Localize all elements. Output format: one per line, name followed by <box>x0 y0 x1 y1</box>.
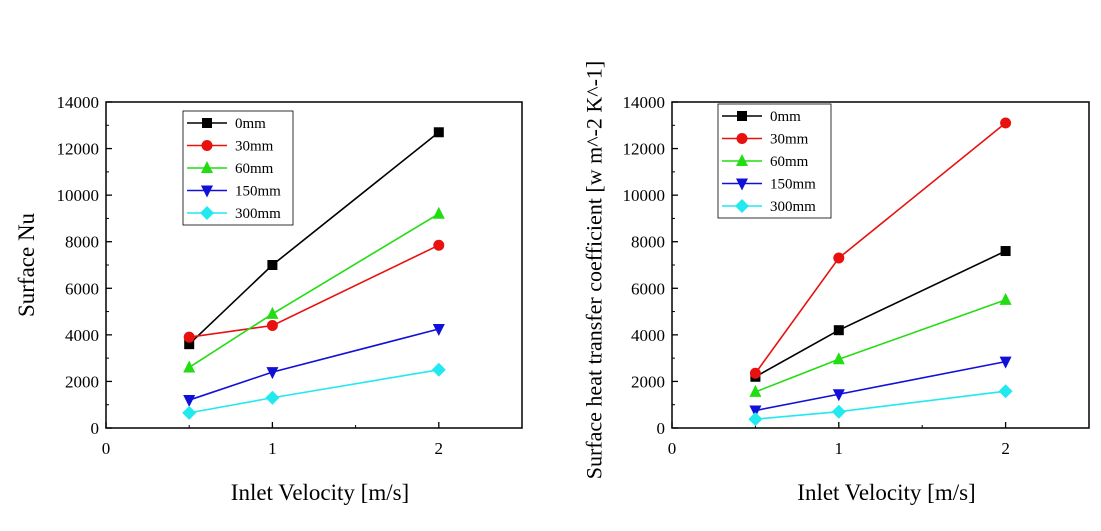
series-60mm <box>749 292 1012 397</box>
x-tick-label: 0 <box>102 439 111 458</box>
chart-panel-2: 0 2000 4000 6000 8000 10000 12000 14000 0 1 2 Inlet… <box>582 61 1090 505</box>
x-axis-label: Inlet Velocity [m/s] <box>231 480 409 505</box>
data-point-150mm <box>832 389 845 402</box>
series-150mm <box>183 324 445 408</box>
legend-marker <box>736 178 748 191</box>
legend-entry: 0mm <box>770 109 801 125</box>
x-axis-label: Inlet Velocity [m/s] <box>797 480 975 505</box>
data-point-0mm <box>433 127 444 138</box>
chart-panel-1: 0 2000 4000 6000 8000 10000 12000 14000 0 1 2 Inlet… <box>14 93 523 505</box>
data-point-150mm <box>749 405 762 418</box>
data-point-60mm <box>266 306 279 319</box>
series-line-150mm <box>188 328 440 401</box>
series-line-300mm <box>189 368 439 414</box>
data-point-0mm <box>184 339 195 350</box>
legend-entry: 300mm <box>235 206 281 222</box>
data-point-150mm <box>183 395 196 408</box>
legend: 0mm 30mm 60mm 150mm 300mm <box>717 103 832 219</box>
y-tick-label: 4000 <box>631 326 665 345</box>
data-point-60mm <box>999 292 1012 305</box>
data-point-30mm <box>266 320 278 332</box>
series-150mm <box>749 356 1012 418</box>
y-tick-label: 0 <box>657 419 666 438</box>
data-point-300mm <box>831 404 846 419</box>
legend-entry: 30mm <box>770 132 809 148</box>
series-line-30mm <box>189 244 440 338</box>
series-line-60mm <box>188 213 440 369</box>
legend-marker <box>735 199 749 213</box>
legend-entry: 150mm <box>770 177 816 193</box>
data-point-150mm <box>432 324 445 337</box>
y-tick-label: 8000 <box>65 233 99 252</box>
legend-marker <box>201 185 213 198</box>
series-line-150mm <box>755 360 1006 412</box>
data-point-300mm <box>431 362 446 377</box>
y-tick-label: 6000 <box>631 279 665 298</box>
legend-entry: 300mm <box>770 199 816 215</box>
y-axis-label: Surface Nu <box>14 212 39 317</box>
legend-entry: 150mm <box>235 184 281 200</box>
series-30mm <box>749 117 1012 379</box>
y-tick-label: 12000 <box>623 140 666 159</box>
data-point-60mm <box>432 206 445 219</box>
data-point-0mm <box>833 325 844 336</box>
y-tick-label: 2000 <box>631 372 665 391</box>
legend-marker <box>201 140 213 151</box>
legend-marker <box>737 111 747 121</box>
x-tick-label: 1 <box>835 439 844 458</box>
data-point-60mm <box>832 352 845 365</box>
y-tick-label: 6000 <box>65 279 99 298</box>
series-line-300mm <box>755 390 1006 420</box>
x-tick-label: 2 <box>1001 439 1010 458</box>
series-0mm <box>750 246 1011 382</box>
y-tick-label: 14000 <box>57 93 100 112</box>
plot-frame <box>105 101 523 429</box>
data-point-30mm <box>1000 117 1012 129</box>
y-axis-label: Surface heat transfer coefficient [w m^-… <box>582 61 607 480</box>
legend-entry: 60mm <box>770 154 809 170</box>
data-point-300mm <box>998 384 1013 399</box>
y-tick-label: 0 <box>91 419 100 438</box>
data-point-0mm <box>267 260 278 270</box>
series-300mm <box>182 362 446 420</box>
data-point-150mm <box>266 367 279 380</box>
legend-marker <box>736 133 748 144</box>
data-point-30mm <box>749 367 761 379</box>
series-300mm <box>748 384 1013 427</box>
series-line-60mm <box>755 299 1006 393</box>
x-tick-label: 2 <box>435 439 444 458</box>
y-tick-label: 8000 <box>631 233 665 252</box>
legend-entry: 0mm <box>235 116 266 132</box>
x-tick-label: 1 <box>268 439 277 458</box>
data-point-30mm <box>183 331 195 343</box>
series-30mm <box>183 239 445 343</box>
data-point-60mm <box>749 384 762 397</box>
data-point-30mm <box>433 239 445 251</box>
legend-marker <box>201 161 213 173</box>
data-point-300mm <box>265 390 280 405</box>
data-point-150mm <box>999 356 1012 369</box>
legend-marker <box>200 206 214 220</box>
x-tick-label: 0 <box>668 439 677 458</box>
legend-entry: 60mm <box>235 161 274 177</box>
legend: 0mm 30mm 60mm 150mm 300mm <box>182 110 294 226</box>
data-point-60mm <box>183 360 196 373</box>
data-point-30mm <box>833 252 845 264</box>
series-0mm <box>184 127 444 350</box>
data-point-300mm <box>182 405 197 420</box>
data-point-0mm <box>1000 246 1011 257</box>
y-tick-label: 10000 <box>57 186 100 205</box>
y-tick-label: 4000 <box>65 326 99 345</box>
y-tick-label: 2000 <box>65 372 99 391</box>
series-60mm <box>183 206 445 373</box>
y-tick-label: 12000 <box>57 140 100 159</box>
legend-marker <box>736 154 748 166</box>
y-tick-label: 14000 <box>623 93 666 112</box>
legend-entry: 30mm <box>235 139 274 155</box>
y-tick-label: 10000 <box>623 186 666 205</box>
data-point-300mm <box>748 412 763 427</box>
legend-marker <box>202 118 212 128</box>
